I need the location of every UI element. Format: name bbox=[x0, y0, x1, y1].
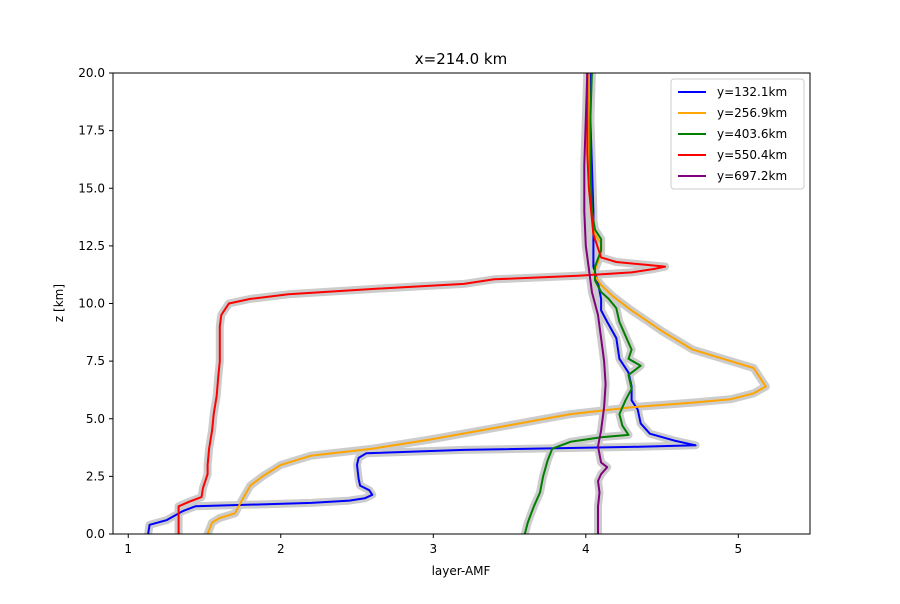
x-axis-label: layer-AMF bbox=[432, 564, 491, 578]
x-axis-ticks: 1 2 3 4 5 bbox=[124, 534, 742, 556]
y-axis-label: z [km] bbox=[52, 284, 66, 322]
series-line-3 bbox=[523, 73, 642, 534]
legend-label-2: y=256.9km bbox=[717, 106, 787, 120]
legend-label-1: y=132.1km bbox=[717, 85, 787, 99]
legend-box bbox=[670, 78, 805, 190]
legend-label-3: y=403.6km bbox=[717, 127, 787, 141]
series-line-4 bbox=[177, 73, 667, 534]
x-tick-label: 2 bbox=[277, 542, 285, 556]
x-tick-label: 3 bbox=[429, 542, 437, 556]
series-line-1 bbox=[147, 73, 697, 534]
x-tick-label: 1 bbox=[124, 542, 132, 556]
y-tick-label: 7.5 bbox=[86, 354, 105, 368]
y-tick-label: 17.5 bbox=[78, 124, 105, 138]
y-tick-label: 20.0 bbox=[78, 66, 105, 80]
chart-title: x=214.0 km bbox=[415, 50, 507, 68]
y-axis-ticks: 0.0 2.5 5.0 7.5 10.0 12.5 15.0 17.5 20.0 bbox=[78, 66, 113, 541]
y-tick-label: 12.5 bbox=[78, 239, 105, 253]
y-tick-label: 2.5 bbox=[86, 469, 105, 483]
x-tick-label: 5 bbox=[734, 542, 742, 556]
y-tick-label: 5.0 bbox=[86, 412, 105, 426]
legend-label-5: y=697.2km bbox=[717, 169, 787, 183]
y-tick-label: 10.0 bbox=[78, 297, 105, 311]
x-tick-label: 4 bbox=[582, 542, 590, 556]
legend: y=132.1km y=256.9km y=403.6km y=550.4km y=69… bbox=[670, 78, 805, 190]
y-tick-label: 0.0 bbox=[86, 527, 105, 541]
y-tick-label: 15.0 bbox=[78, 181, 105, 195]
series-line-5 bbox=[583, 73, 609, 534]
legend-label-4: y=550.4km bbox=[717, 148, 787, 162]
series-lines bbox=[147, 73, 767, 534]
